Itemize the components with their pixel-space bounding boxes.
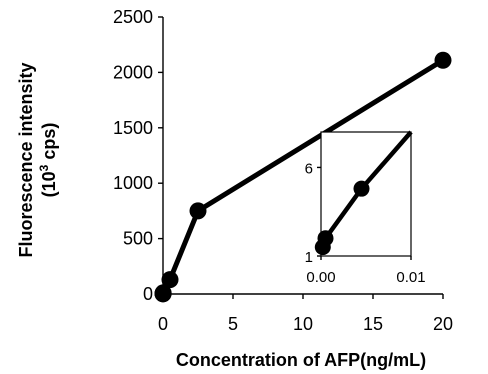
y-axis-units-tail: cps) [39, 123, 59, 165]
y-tick-label: 2500 [113, 7, 153, 27]
data-point [434, 51, 452, 69]
inset-x-tick-label: 0.00 [306, 269, 335, 286]
inset-x-tick-label: 0.01 [396, 269, 425, 286]
inset-y-tick-label: 6 [305, 160, 313, 177]
marker-group [154, 51, 452, 303]
x-tick-label: 15 [363, 314, 383, 334]
y-tick-group: 0 500 1000 1500 2000 2500 [113, 7, 163, 304]
inset-data-point [317, 230, 334, 247]
main-plot: 0 500 1000 1500 2000 2500 0 5 10 15 20 [113, 7, 453, 334]
y-axis-title-units: (103 cps) [37, 123, 59, 198]
data-point [154, 284, 172, 302]
y-tick-label: 1500 [113, 118, 153, 138]
inset-x-tick-group: 0.00 0.01 [306, 256, 426, 286]
x-tick-group: 0 5 10 15 20 [158, 294, 453, 334]
x-tick-label: 5 [228, 314, 238, 334]
y-tick-label: 2000 [113, 62, 153, 82]
y-axis-units-sup: 3 [37, 164, 51, 171]
y-tick-label: 1000 [113, 173, 153, 193]
data-point [161, 271, 179, 289]
data-point [189, 202, 207, 220]
y-tick-label: 500 [123, 229, 153, 249]
x-axis-title: Concentration of AFP(ng/mL) [176, 350, 426, 370]
inset-y-tick-label: 1 [305, 249, 313, 266]
x-tick-label: 20 [433, 314, 453, 334]
y-axis-title: Fluorescence intensity [16, 62, 36, 257]
inset-marker-group [314, 180, 370, 256]
x-tick-label: 10 [293, 314, 313, 334]
inset-plot: 1 6 0.00 0.01 [305, 130, 426, 286]
y-axis-units-base: (10 [39, 171, 59, 197]
inset-data-point [353, 180, 370, 197]
x-tick-label: 0 [158, 314, 168, 334]
y-tick-label: 0 [143, 284, 153, 304]
